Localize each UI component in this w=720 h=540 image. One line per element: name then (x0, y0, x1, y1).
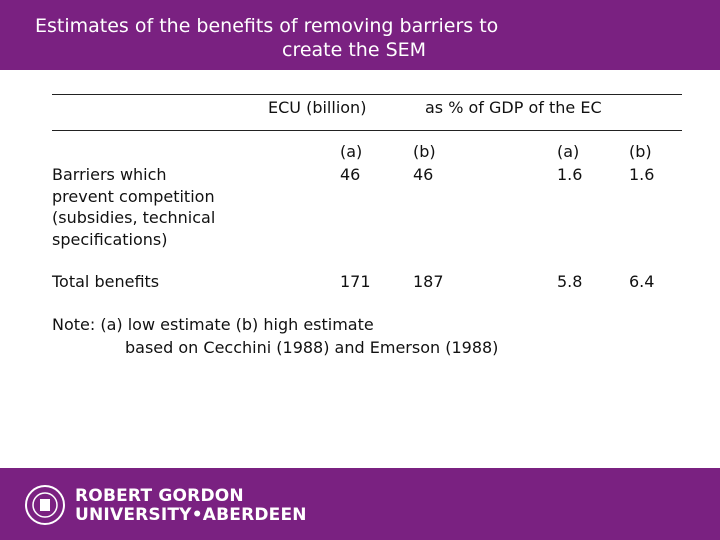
logo-text: ROBERT GORDON (75, 486, 244, 506)
title-bar (0, 0, 720, 70)
title-line: Estimates of the benefits of removing ba… (35, 15, 499, 37)
logo-text: UNIVERSITY•ABERDEEN (75, 505, 307, 525)
cell: 171 (340, 272, 371, 291)
row-label: (subsidies, technical (52, 208, 216, 227)
sub-header: (b) (413, 142, 436, 161)
group-header: as % of GDP of the EC (425, 98, 602, 117)
title-line: create the SEM (282, 39, 427, 61)
row-label: Barriers which (52, 165, 167, 184)
group-header: ECU (billion) (268, 98, 367, 117)
cell: 1.6 (629, 165, 655, 184)
sub-header: (b) (629, 142, 652, 161)
note: based on Cecchini (1988) and Emerson (19… (125, 338, 499, 357)
cell: 187 (413, 272, 444, 291)
cell: 6.4 (629, 272, 655, 291)
row-label: Total benefits (52, 272, 160, 291)
cell: 46 (413, 165, 434, 184)
sub-header: (a) (340, 142, 363, 161)
cell: 1.6 (557, 165, 583, 184)
sub-header: (a) (557, 142, 580, 161)
row-label: prevent competition (52, 186, 215, 206)
rule (52, 94, 682, 95)
row-label: specifications) (52, 229, 168, 249)
rule (52, 130, 682, 131)
cell: 5.8 (557, 272, 583, 291)
note: Note: (a) low estimate (b) high estimate (52, 315, 374, 334)
footer-bar (0, 468, 720, 540)
cell: 46 (340, 165, 361, 184)
logo-crest (25, 485, 65, 525)
